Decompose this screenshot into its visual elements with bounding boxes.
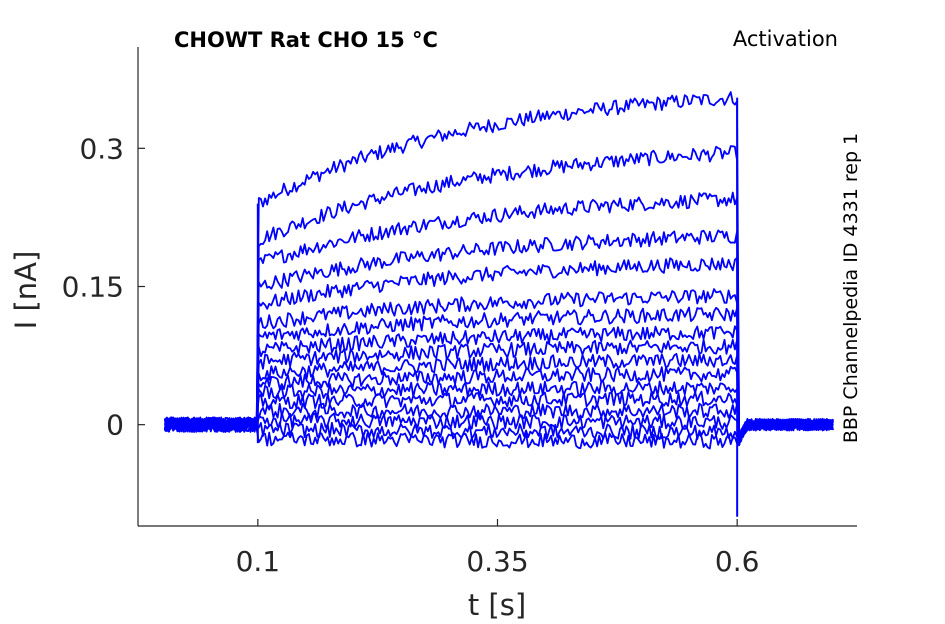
- y-tick-label: 0: [106, 409, 124, 442]
- y-axis-ticks: 0 0.15 0.3: [62, 132, 145, 442]
- chart-subtitle-activation: Activation: [733, 27, 838, 51]
- current-trace: [164, 145, 834, 441]
- side-label-channelpedia: BBP Channelpedia ID 4331 rep 1: [840, 133, 862, 443]
- current-trace: [164, 256, 834, 446]
- current-trace: [164, 402, 834, 442]
- current-trace: [164, 325, 834, 446]
- y-axis-label: I [nA]: [9, 251, 43, 330]
- y-tick-label: 0.15: [62, 271, 124, 304]
- current-trace: [164, 229, 834, 445]
- current-trace: [164, 306, 834, 445]
- current-trace: [164, 338, 834, 447]
- current-trace: [164, 288, 834, 438]
- current-trace: [164, 352, 834, 445]
- x-tick-label: 0.6: [715, 545, 760, 578]
- y-tick-label: 0.3: [79, 132, 124, 165]
- current-trace: [163, 416, 833, 450]
- x-axis-label: t [s]: [468, 588, 526, 622]
- x-tick-label: 0.35: [466, 545, 528, 578]
- current-traces: [163, 91, 834, 517]
- x-axis-ticks: 0.1 0.35 0.6: [236, 519, 760, 578]
- current-trace: [163, 416, 834, 444]
- x-tick-label: 0.1: [236, 545, 281, 578]
- current-trace: [163, 411, 834, 441]
- current-trace: [164, 390, 834, 445]
- chart-title: CHOWT Rat CHO 15 °C: [174, 28, 438, 52]
- current-trace: [163, 365, 834, 445]
- current-trace: [163, 191, 834, 439]
- current-trace: [163, 91, 834, 438]
